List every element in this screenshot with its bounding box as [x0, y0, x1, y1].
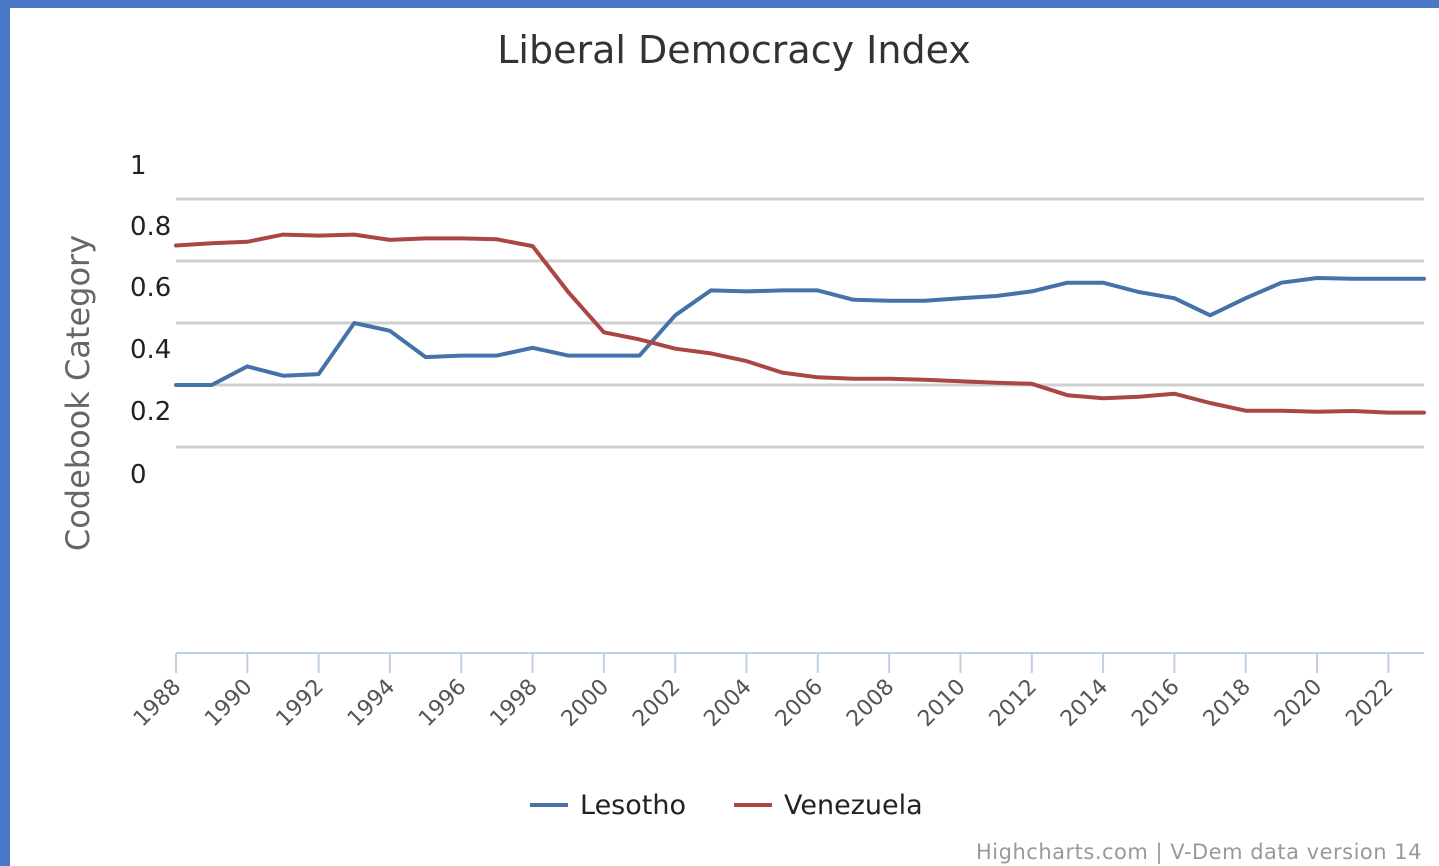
x-tick-label: 1998 [486, 675, 543, 732]
x-tick-label: 2002 [628, 675, 685, 732]
x-axis: 1988 1990 1992 1994 1996 1998 2000 2002 2004 2006… [129, 652, 1424, 732]
x-tick-label: 1990 [200, 675, 257, 732]
x-tick-label: 2020 [1270, 675, 1327, 732]
x-tick-label: 2014 [1056, 675, 1113, 732]
chart-title: Liberal Democracy Index [497, 28, 971, 72]
legend-label-venezuela: Venezuela [784, 790, 923, 821]
x-tick-label: 2016 [1127, 675, 1184, 732]
credits[interactable]: Highcharts.com | V-Dem data version 14 [976, 840, 1422, 865]
y-tick-label: 1 [130, 151, 147, 181]
y-tick-label: 0.8 [130, 212, 171, 242]
x-tick-label: 2022 [1341, 675, 1398, 732]
x-tick-label: 2012 [985, 675, 1042, 732]
legend-item-venezuela[interactable]: Venezuela [734, 790, 923, 821]
legend-item-lesotho[interactable]: Lesotho [530, 790, 686, 821]
y-axis-ticks: 0 0.2 0.4 0.6 0.8 1 [130, 151, 171, 490]
y-axis-label: Codebook Category [59, 235, 97, 551]
x-tick-label: 2018 [1199, 675, 1256, 732]
legend-label-lesotho: Lesotho [580, 790, 686, 821]
x-tick-label: 2008 [842, 675, 899, 732]
legend: Lesotho Venezuela [530, 790, 923, 821]
y-tick-label: 0.2 [130, 397, 171, 427]
x-tick-label: 2000 [557, 675, 614, 732]
x-tick-label: 1992 [272, 675, 329, 732]
line-chart: Liberal Democracy Index Codebook Categor… [59, 28, 1426, 865]
x-tick-label: 1994 [343, 675, 400, 732]
x-tick-label: 1996 [414, 675, 471, 732]
x-tick-label: 2004 [699, 675, 756, 732]
x-tick-label: 2006 [771, 675, 828, 732]
series-line-lesotho[interactable] [174, 276, 1426, 387]
series-line-venezuela[interactable] [174, 232, 1426, 415]
y-tick-label: 0.6 [130, 273, 171, 303]
y-tick-label: 0 [130, 460, 147, 490]
y-tick-label: 0.4 [130, 335, 171, 365]
series-lines [174, 232, 1426, 415]
x-tick-label: 1988 [129, 675, 186, 732]
gridlines [176, 197, 1424, 449]
chart-container: Liberal Democracy Index Codebook Categor… [10, 8, 1439, 866]
x-tick-label: 2010 [913, 675, 970, 732]
